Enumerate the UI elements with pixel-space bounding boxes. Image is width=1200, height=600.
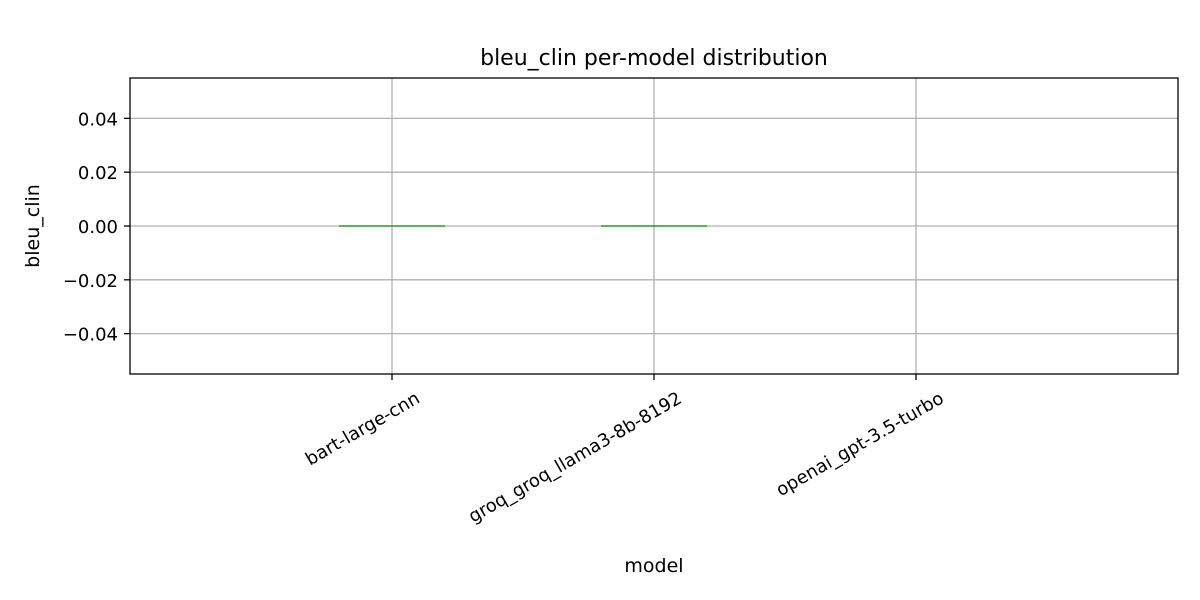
y-tick-label: 0.02 [78, 163, 118, 184]
y-tick-label: −0.02 [63, 271, 118, 292]
y-axis-label: bleu_clin [22, 184, 44, 268]
y-tick-label: 0.00 [78, 217, 118, 238]
x-axis-label: model [624, 555, 683, 577]
y-tick-label: 0.04 [78, 109, 118, 130]
chart-title: bleu_clin per-model distribution [480, 46, 828, 71]
y-tick-label: −0.04 [63, 325, 118, 346]
